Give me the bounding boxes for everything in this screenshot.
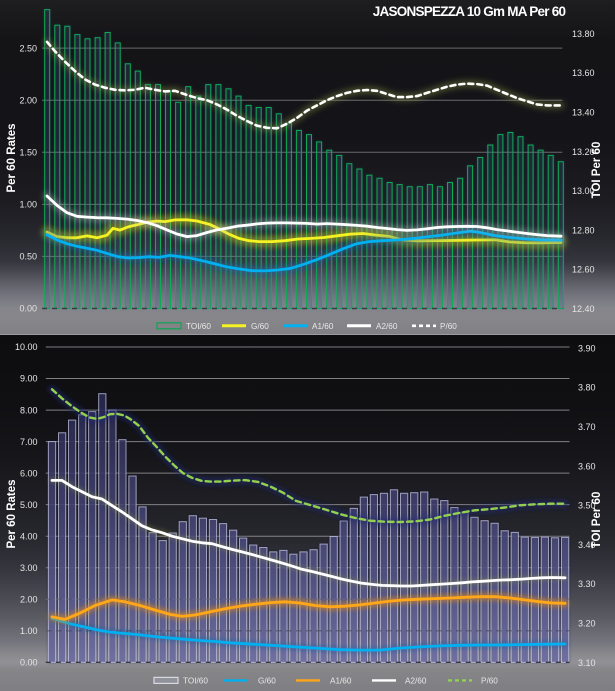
svg-text:P/60: P/60 [440, 322, 457, 331]
svg-text:Per 60 Rates: Per 60 Rates [6, 123, 18, 192]
svg-text:1.00: 1.00 [19, 200, 37, 210]
svg-text:10.00: 10.00 [15, 342, 38, 352]
svg-text:13.80: 13.80 [572, 29, 595, 39]
svg-text:G/60: G/60 [251, 322, 269, 331]
svg-text:6.00: 6.00 [20, 468, 38, 478]
svg-text:A1/60: A1/60 [330, 677, 352, 686]
svg-text:3.60: 3.60 [578, 461, 596, 471]
svg-text:P/60: P/60 [481, 677, 498, 686]
svg-text:7.00: 7.00 [20, 437, 38, 447]
svg-text:Per 60 Rates: Per 60 Rates [6, 479, 18, 548]
svg-text:2.50: 2.50 [19, 43, 37, 53]
svg-text:3.20: 3.20 [578, 619, 596, 629]
svg-text:3.70: 3.70 [578, 422, 596, 432]
svg-text:G/60: G/60 [258, 677, 276, 686]
svg-text:TOI Per 60: TOI Per 60 [591, 142, 603, 199]
svg-text:2.00: 2.00 [19, 95, 37, 105]
svg-text:3.90: 3.90 [578, 343, 596, 353]
svg-text:13.60: 13.60 [572, 68, 595, 78]
svg-text:13.00: 13.00 [572, 186, 595, 196]
svg-text:A2/60: A2/60 [405, 677, 427, 686]
svg-text:4.00: 4.00 [20, 531, 38, 541]
svg-text:JASONSPEZZA 10 Gm MA Per 60: JASONSPEZZA 10 Gm MA Per 60 [373, 4, 566, 19]
svg-text:13.20: 13.20 [572, 147, 595, 157]
svg-text:12.40: 12.40 [572, 304, 595, 314]
svg-text:9.00: 9.00 [20, 374, 38, 384]
svg-text:0.00: 0.00 [20, 658, 38, 668]
svg-text:1.00: 1.00 [20, 626, 38, 636]
svg-text:3.50: 3.50 [578, 501, 596, 511]
svg-text:TOI/60: TOI/60 [186, 322, 211, 331]
svg-text:1.50: 1.50 [19, 148, 37, 158]
svg-text:8.00: 8.00 [20, 405, 38, 415]
svg-text:3.30: 3.30 [578, 579, 596, 589]
svg-text:TOI Per 60: TOI Per 60 [591, 492, 603, 549]
svg-text:A2/60: A2/60 [376, 322, 398, 331]
svg-text:3.80: 3.80 [578, 383, 596, 393]
svg-text:2.00: 2.00 [20, 594, 38, 604]
svg-text:0.50: 0.50 [19, 252, 37, 262]
svg-text:3.00: 3.00 [20, 563, 38, 573]
svg-text:13.40: 13.40 [572, 108, 595, 118]
svg-text:12.60: 12.60 [572, 265, 595, 275]
svg-text:3.10: 3.10 [578, 658, 596, 668]
svg-text:5.00: 5.00 [20, 500, 38, 510]
svg-text:A1/60: A1/60 [312, 322, 334, 331]
svg-text:3.40: 3.40 [578, 540, 596, 550]
svg-text:0.00: 0.00 [19, 304, 37, 314]
svg-text:TOI/60: TOI/60 [183, 677, 208, 686]
svg-text:12.80: 12.80 [572, 225, 595, 235]
